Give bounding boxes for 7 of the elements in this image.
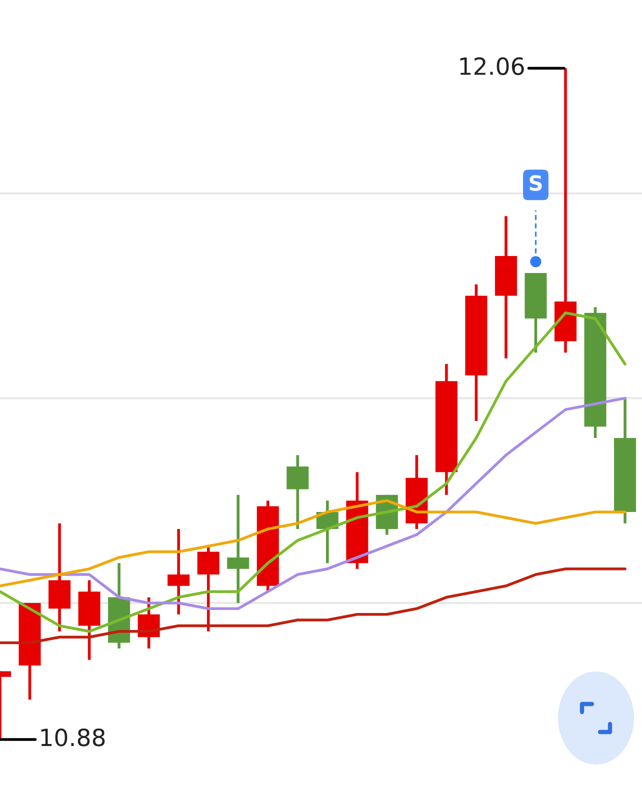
annotation: 10.88 [41, 728, 105, 746]
candlestick [197, 544, 220, 633]
candlestick [227, 494, 250, 604]
annotation: S [530, 175, 542, 191]
annotation: 12.06 [460, 57, 524, 76]
candlestick [168, 528, 190, 616]
candlestick [286, 454, 309, 530]
